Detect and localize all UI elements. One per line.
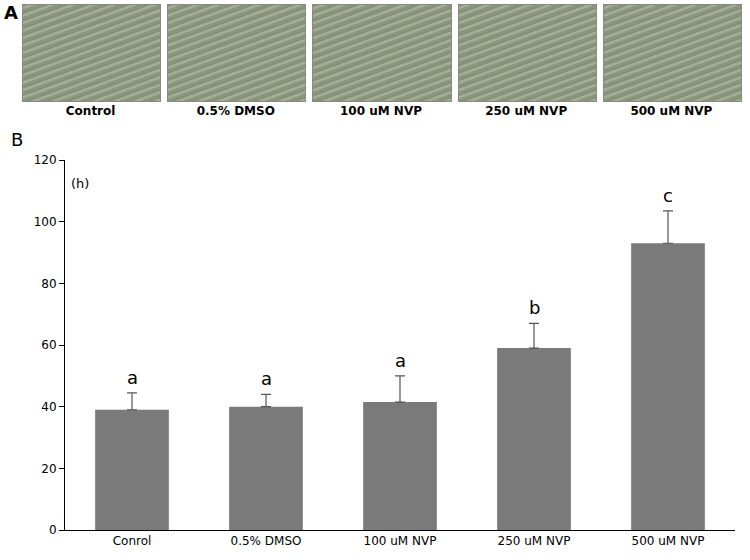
svg-text:100: 100 [34, 215, 57, 229]
svg-text:a: a [261, 368, 272, 389]
svg-text:a: a [127, 367, 138, 388]
svg-text:a: a [395, 350, 406, 371]
svg-text:c: c [663, 185, 673, 206]
svg-text:80: 80 [41, 277, 56, 291]
svg-text:60: 60 [41, 338, 56, 352]
html-text:100 uM NVP: 100 uM NVP [340, 104, 422, 118]
svg-text:100 uM NVP: 100 uM NVP [364, 534, 437, 548]
svg-text:b: b [529, 297, 540, 318]
svg-text:500 uM NVP: 500 uM NVP [632, 534, 705, 548]
html-text:500 uM NVP: 500 uM NVP [630, 104, 713, 118]
html-text:Control: Control [65, 104, 116, 118]
html-text:A: A [4, 2, 18, 23]
svg-text:0: 0 [49, 523, 57, 537]
html-text:250 uM NVP: 250 uM NVP [485, 104, 568, 118]
svg-text:120: 120 [34, 153, 57, 167]
svg-text:40: 40 [41, 400, 56, 414]
svg-text:Conrol: Conrol [113, 534, 152, 548]
svg-text:B: B [11, 129, 23, 150]
html-text:0.5% DMSO: 0.5% DMSO [196, 104, 275, 118]
svg-text:250 uM NVP: 250 uM NVP [498, 534, 571, 548]
svg-text:20: 20 [41, 462, 56, 476]
svg-text:(h): (h) [71, 176, 89, 191]
svg-text:0.5% DMSO: 0.5% DMSO [231, 534, 302, 548]
